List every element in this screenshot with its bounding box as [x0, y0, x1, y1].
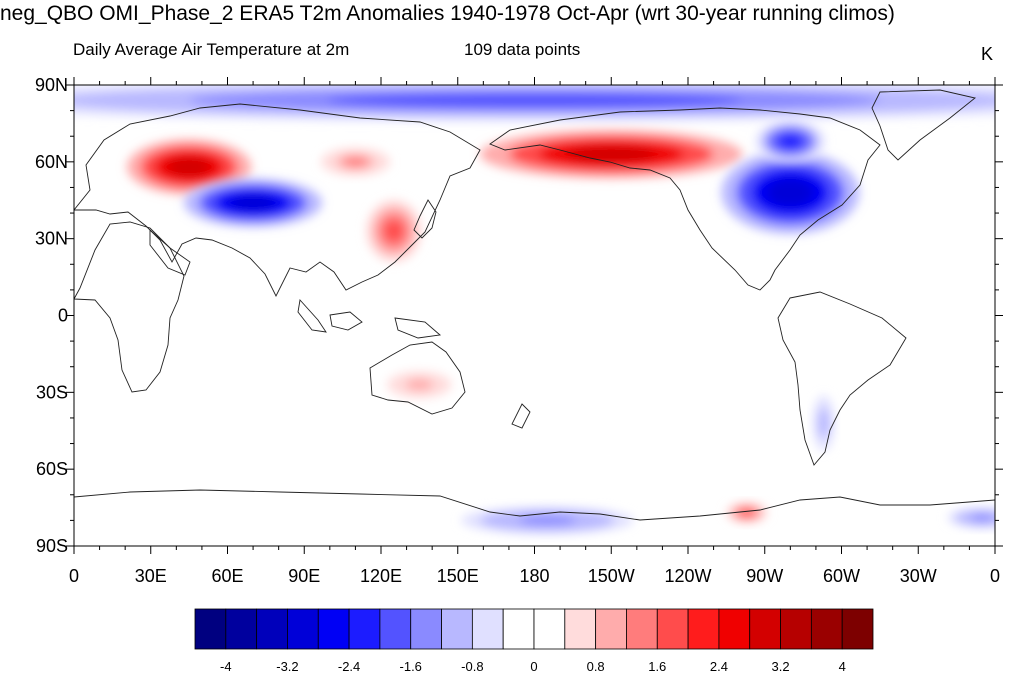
- colorbar-label: -0.8: [461, 659, 483, 674]
- anomaly-north-america-cold: [721, 151, 860, 235]
- lat-tick-label: 30S: [36, 382, 68, 402]
- lon-tick-label: 60E: [211, 566, 243, 586]
- colorbar-label: 0: [530, 659, 537, 674]
- colorbar-swatch: [687, 608, 720, 650]
- borneo-coastline: [329, 311, 363, 331]
- colorbar-swatch: [317, 608, 350, 650]
- colorbar-swatch: [780, 608, 812, 650]
- sumatra-coastline: [297, 299, 327, 333]
- colorbar-swatch: [194, 608, 227, 650]
- new-zealand-coastline: [511, 403, 531, 429]
- anomaly-contour: [168, 157, 210, 177]
- lon-tick-label: 150E: [437, 566, 479, 586]
- colorbar-swatch: [379, 608, 412, 650]
- lat-tick-label: 30N: [35, 229, 68, 249]
- colorbar-swatch: [225, 608, 258, 650]
- colorbar-label: -2.4: [338, 659, 360, 674]
- anomaly-contour: [384, 220, 404, 242]
- lat-tick-label: 90S: [36, 536, 68, 556]
- lon-tick-label: 150W: [588, 566, 635, 586]
- africa-coastline: [74, 221, 185, 393]
- anomaly-alaska-yukon-warm: [480, 129, 743, 179]
- anomaly-contour: [970, 514, 994, 522]
- anomaly-contour: [343, 157, 367, 167]
- colorbar-label: 0.8: [587, 659, 605, 674]
- colorbar-swatch: [502, 608, 535, 650]
- colorbar-label: 4: [839, 659, 846, 674]
- anomaly-eastern-europe-russia-warm: [126, 139, 252, 195]
- anomaly-south-america-cold: [813, 395, 834, 451]
- australia-coastline: [369, 341, 466, 415]
- colorbar-swatch: [471, 608, 504, 650]
- anomaly-contour: [739, 509, 754, 517]
- latitude-axis: 90N 60N 30N 0 30S 60S 90S: [35, 75, 1003, 556]
- colorbar-swatch: [441, 608, 473, 650]
- colorbar-swatch: [749, 608, 781, 650]
- colorbar-swatch: [626, 608, 658, 650]
- anomaly-antarctic-cold-east: [947, 507, 995, 529]
- colorbar-swatch: [841, 608, 874, 650]
- map-title: neg_QBO OMI_Phase_2 ERA5 T2m Anomalies 1…: [0, 2, 895, 25]
- colorbar-swatch: [287, 608, 319, 650]
- colorbar-label: 1.6: [648, 659, 666, 674]
- variable-subtitle: Daily Average Air Temperature at 2m: [73, 40, 350, 59]
- anomaly-contour: [767, 178, 814, 207]
- lon-tick-label: 90W: [746, 566, 783, 586]
- lat-tick-label: 0: [58, 306, 68, 326]
- lon-tick-label: 60W: [823, 566, 860, 586]
- anomaly-contour: [405, 378, 434, 391]
- lat-tick-label: 60N: [35, 152, 68, 172]
- anomaly-contour: [567, 146, 655, 163]
- units-label: K: [981, 44, 994, 64]
- colorbar-swatch: [564, 608, 597, 650]
- anomaly-east-asia-warm: [366, 199, 422, 263]
- antarctica-coastline: [74, 489, 995, 521]
- colorbar-swatch: [810, 608, 843, 650]
- anomaly-contour: [230, 194, 277, 211]
- colorbar-swatch: [656, 608, 689, 650]
- colorbar-swatch: [718, 608, 751, 650]
- colorbar: -4 -3.2 -2.4 -1.6 -0.8 0 0.8 1.6 2.4 3.2 4: [194, 608, 874, 674]
- lat-tick-label: 90N: [35, 75, 68, 95]
- coastlines: [74, 89, 995, 521]
- lon-tick-label: 30E: [135, 566, 167, 586]
- lon-tick-label: 120E: [360, 566, 402, 586]
- colorbar-swatch: [595, 608, 627, 650]
- colorbar-swatch: [533, 608, 566, 650]
- colorbar-label: 2.4: [710, 659, 728, 674]
- anomaly-australia-warm: [377, 367, 461, 402]
- lon-tick-label: 90E: [288, 566, 320, 586]
- anomaly-field: [74, 85, 995, 535]
- anomaly-siberia-warm: [320, 148, 390, 176]
- lon-tick-label: 30W: [900, 566, 937, 586]
- anomaly-arctic-cold-band: [74, 85, 995, 122]
- lon-tick-label: 120W: [664, 566, 711, 586]
- lat-tick-label: 60S: [36, 459, 68, 479]
- lon-tick-label: 0: [69, 566, 79, 586]
- lon-tick-label: 0: [990, 566, 1000, 586]
- north-america-coastline: [489, 107, 881, 291]
- colorbar-label: -4: [220, 659, 232, 674]
- anomaly-hudson-bay-cold: [755, 120, 825, 163]
- new-guinea-coastline: [394, 317, 442, 339]
- anomaly-contour: [518, 515, 577, 525]
- anomaly-contour: [327, 93, 742, 108]
- colorbar-label: 3.2: [772, 659, 790, 674]
- arabia-coastline: [149, 228, 191, 276]
- japan-coastline: [413, 199, 437, 239]
- colorbar-swatch: [348, 608, 381, 650]
- anomaly-contour: [820, 413, 828, 433]
- south-america-coastline: [777, 291, 907, 466]
- anomaly-contour: [778, 134, 802, 149]
- lon-tick-label: 180: [519, 566, 549, 586]
- greenland-coastline: [871, 89, 977, 161]
- longitude-axis: 0 30E 60E 90E 120E 150E 180 150W 120W 90W 60W 30W 0: [69, 77, 1000, 586]
- colorbar-label: -1.6: [400, 659, 422, 674]
- colorbar-label: -3.2: [276, 659, 298, 674]
- data-points-subtitle: 109 data points: [464, 40, 581, 59]
- anomaly-central-asia-cold: [184, 178, 323, 228]
- colorbar-swatch: [256, 608, 288, 650]
- colorbar-swatch: [410, 608, 442, 650]
